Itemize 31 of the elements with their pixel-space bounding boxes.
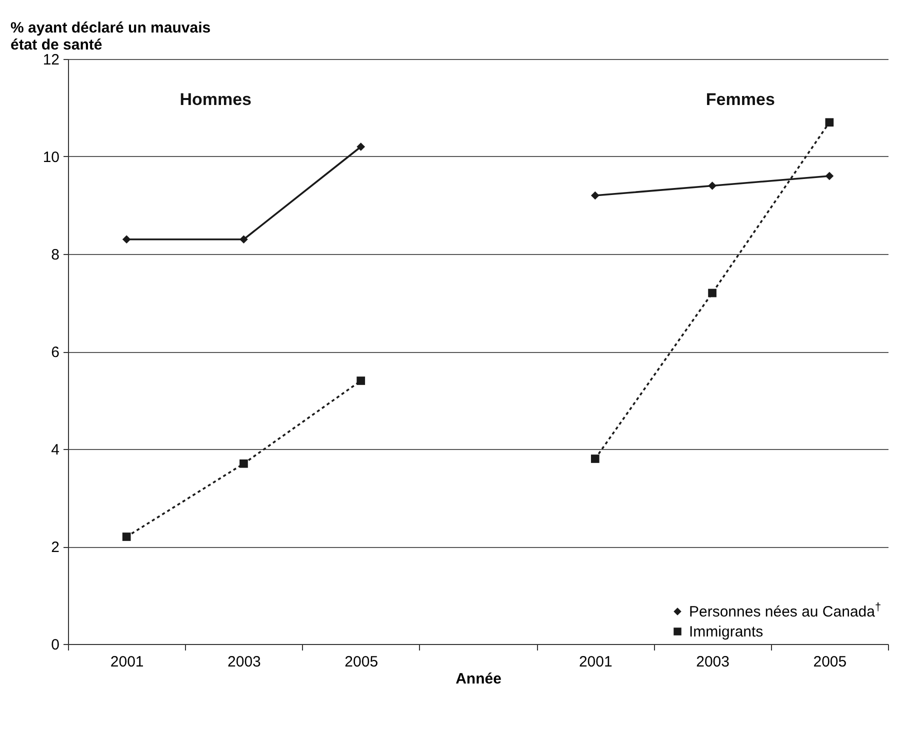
- point: [122, 235, 131, 244]
- point: [708, 182, 716, 190]
- x-tick-label: 2001: [578, 654, 612, 670]
- y-tick-label: 0: [51, 636, 60, 654]
- legend-label: Personnes nées au Canada$^{†}$: [689, 602, 882, 620]
- point: [590, 191, 600, 200]
- y-axis-title: % ayant déclaré un mauvais état de santé: [10, 20, 211, 54]
- point: [825, 118, 834, 127]
- point: [240, 235, 248, 244]
- y-tick-label: 12: [42, 52, 60, 68]
- point: [590, 454, 600, 463]
- x-tick-label: 2001: [110, 654, 144, 670]
- annotation: Femmes: [706, 90, 775, 109]
- y-tick-label: 2: [51, 539, 60, 556]
- x-tick-label: 2005: [344, 654, 378, 670]
- x-axis-title: Année: [456, 670, 502, 688]
- point: [122, 532, 131, 541]
- point: [356, 142, 366, 151]
- point: [356, 376, 366, 385]
- y-tick-label: 8: [51, 246, 60, 264]
- y-tick-label: 10: [42, 149, 60, 166]
- y-tick-label: 6: [51, 344, 60, 361]
- y-tick-label: 4: [51, 442, 60, 458]
- point: [240, 459, 248, 468]
- annotation: Hommes: [180, 90, 252, 109]
- x-tick-label: 2003: [228, 654, 261, 670]
- x-tick-label: 2005: [813, 654, 847, 670]
- point: [825, 172, 834, 180]
- legend-label: Immigrants: [689, 624, 764, 640]
- point: [708, 288, 716, 298]
- x-tick-label: 2003: [696, 654, 730, 670]
